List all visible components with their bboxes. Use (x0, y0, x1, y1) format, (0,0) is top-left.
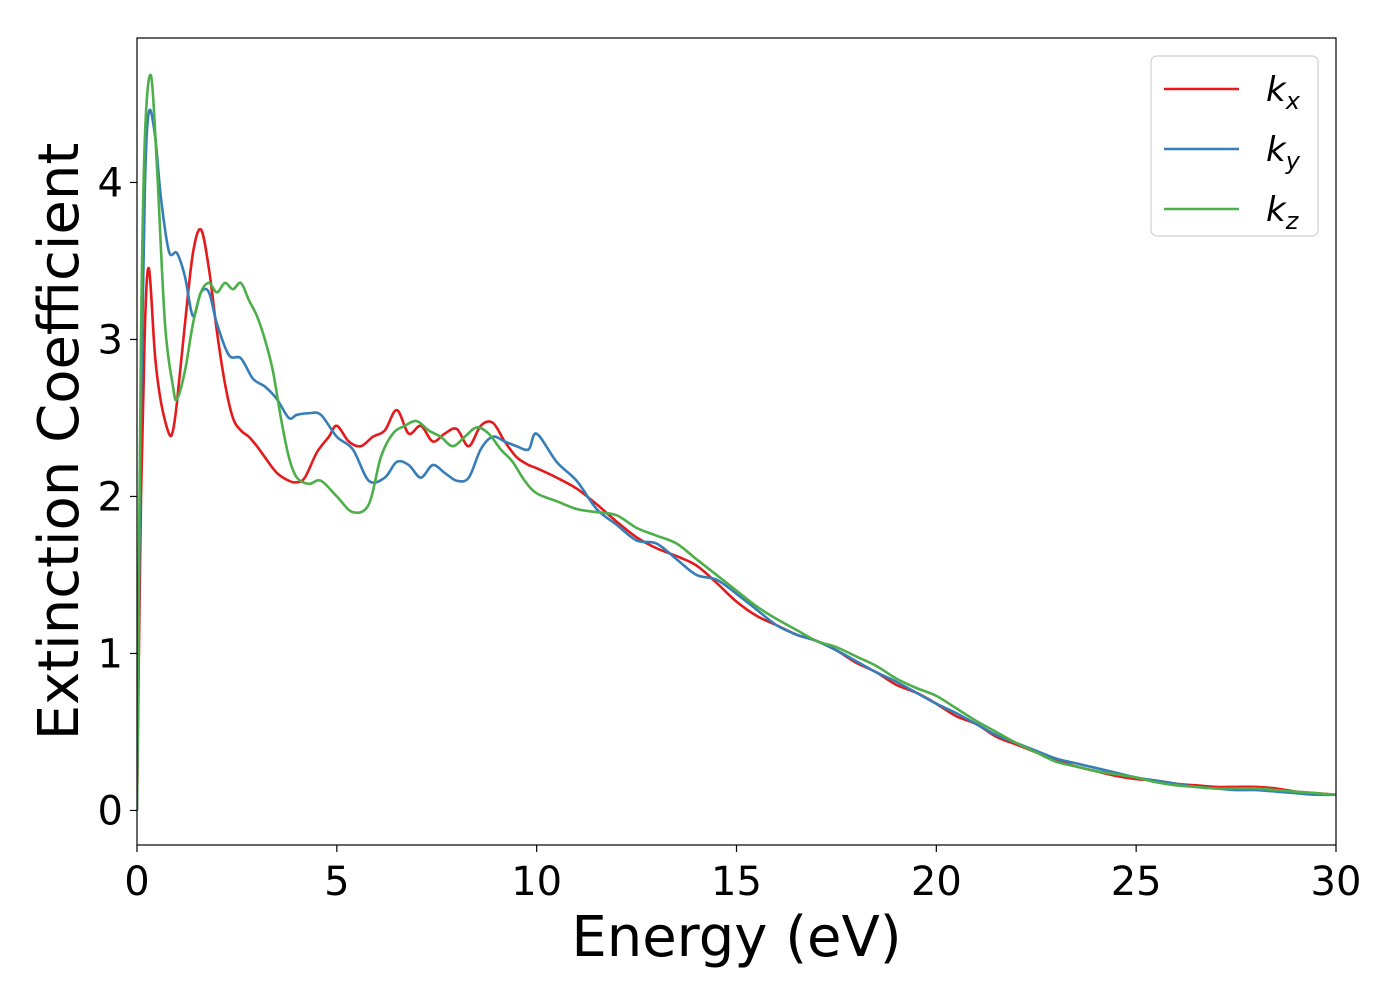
x-tick-label: 20 (911, 859, 962, 905)
y-axis-title: Extinction Coefficient (27, 143, 92, 741)
y-tick-label: 0 (98, 788, 123, 834)
legend-label-kx: kx (1266, 70, 1301, 115)
y-tick-label: 3 (98, 317, 123, 363)
legend-label-ky: ky (1266, 130, 1301, 175)
x-tick-label: 10 (511, 859, 562, 905)
x-axis: 0 5 10 15 20 25 30 (124, 845, 1361, 905)
legend-label-main: k (1266, 130, 1287, 170)
x-axis-title: Energy (eV) (571, 905, 901, 970)
legend-label-subscript: x (1285, 87, 1301, 115)
series-line-kz (137, 73, 1336, 811)
y-tick-label: 1 (98, 631, 123, 677)
y-tick-label: 4 (98, 160, 123, 206)
series-line-ky (137, 108, 1336, 811)
legend-label-kz: kz (1266, 190, 1300, 235)
legend-label-main: k (1266, 190, 1287, 230)
legend-box (1150, 55, 1319, 237)
y-axis: 0 1 2 3 4 (98, 160, 137, 834)
legend-label-subscript: z (1285, 207, 1300, 235)
x-tick-label: 25 (1111, 859, 1162, 905)
plot-lines (137, 73, 1336, 811)
x-tick-label: 0 (124, 859, 149, 905)
series-line-kx (137, 227, 1336, 811)
legend-label-main: k (1266, 70, 1287, 110)
legend-label-subscript: y (1285, 147, 1301, 175)
y-tick-label: 2 (98, 474, 123, 520)
x-tick-label: 15 (711, 859, 762, 905)
x-tick-label: 30 (1311, 859, 1362, 905)
x-tick-label: 5 (324, 859, 349, 905)
